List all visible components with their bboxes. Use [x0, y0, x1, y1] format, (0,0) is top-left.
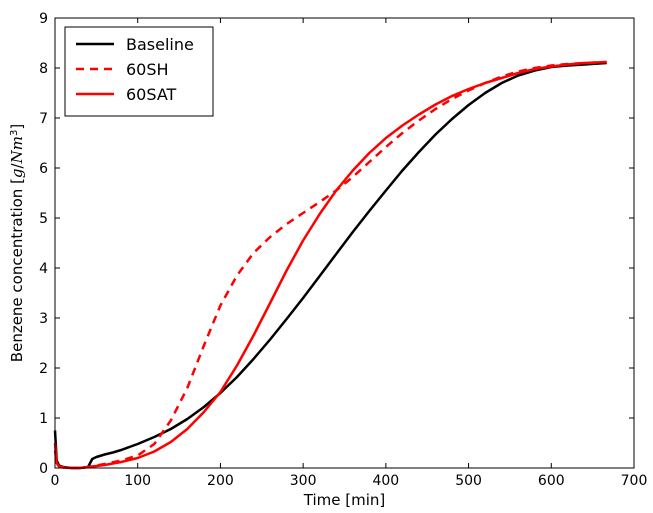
- series-layer: [53, 60, 607, 470]
- y-tick-label: 4: [39, 261, 48, 277]
- y-axis-label-unit-exp: 3: [9, 130, 20, 136]
- y-tick-label: 6: [39, 161, 48, 177]
- y-axis-label-prefix: Benzene concentration [: [8, 178, 26, 362]
- x-tick-label: 500: [455, 473, 482, 489]
- legend-label-60sat: 60SAT: [126, 85, 177, 104]
- legend-label-60sh: 60SH: [126, 60, 169, 79]
- y-axis-label-unit-slash: /: [8, 162, 26, 168]
- x-axis-label: Time [min]: [303, 491, 385, 509]
- y-tick-label: 3: [39, 311, 48, 327]
- plot-area-frame: [54, 17, 635, 469]
- x-tick-label: 400: [372, 473, 399, 489]
- y-tick-label: 8: [39, 61, 48, 77]
- y-axis-label-unit-g: g: [8, 168, 26, 178]
- y-tick-label: 2: [39, 361, 48, 377]
- series-line-60sat: [53, 60, 607, 470]
- x-tick-label: 300: [290, 473, 317, 489]
- x-tick-label: 0: [51, 473, 60, 489]
- y-axis-label-suffix: ]: [8, 124, 26, 130]
- legend-label-baseline: Baseline: [126, 35, 194, 54]
- ticks-layer: 0 100 200 300 400 500 600 700 0 1 2 3 4 5 6 7 8 9: [39, 11, 647, 489]
- y-tick-label: 7: [39, 111, 48, 127]
- series-line-baseline: [53, 61, 607, 470]
- x-tick-label: 200: [207, 473, 234, 489]
- y-tick-label: 0: [39, 461, 48, 477]
- x-tick-label: 700: [621, 473, 648, 489]
- legend: Baseline 60SH 60SAT: [64, 26, 214, 117]
- y-tick-label: 1: [39, 411, 48, 427]
- y-axis-label: Benzene concentration [g/Nm3]: [8, 124, 26, 362]
- y-axis-label-unit-nm: Nm: [8, 136, 26, 164]
- x-tick-label: 100: [124, 473, 151, 489]
- y-tick-label: 9: [39, 11, 48, 27]
- legend-box: [64, 26, 214, 117]
- y-tick-label: 5: [39, 211, 48, 227]
- x-tick-label: 600: [538, 473, 565, 489]
- series-line-60sh: [53, 60, 607, 470]
